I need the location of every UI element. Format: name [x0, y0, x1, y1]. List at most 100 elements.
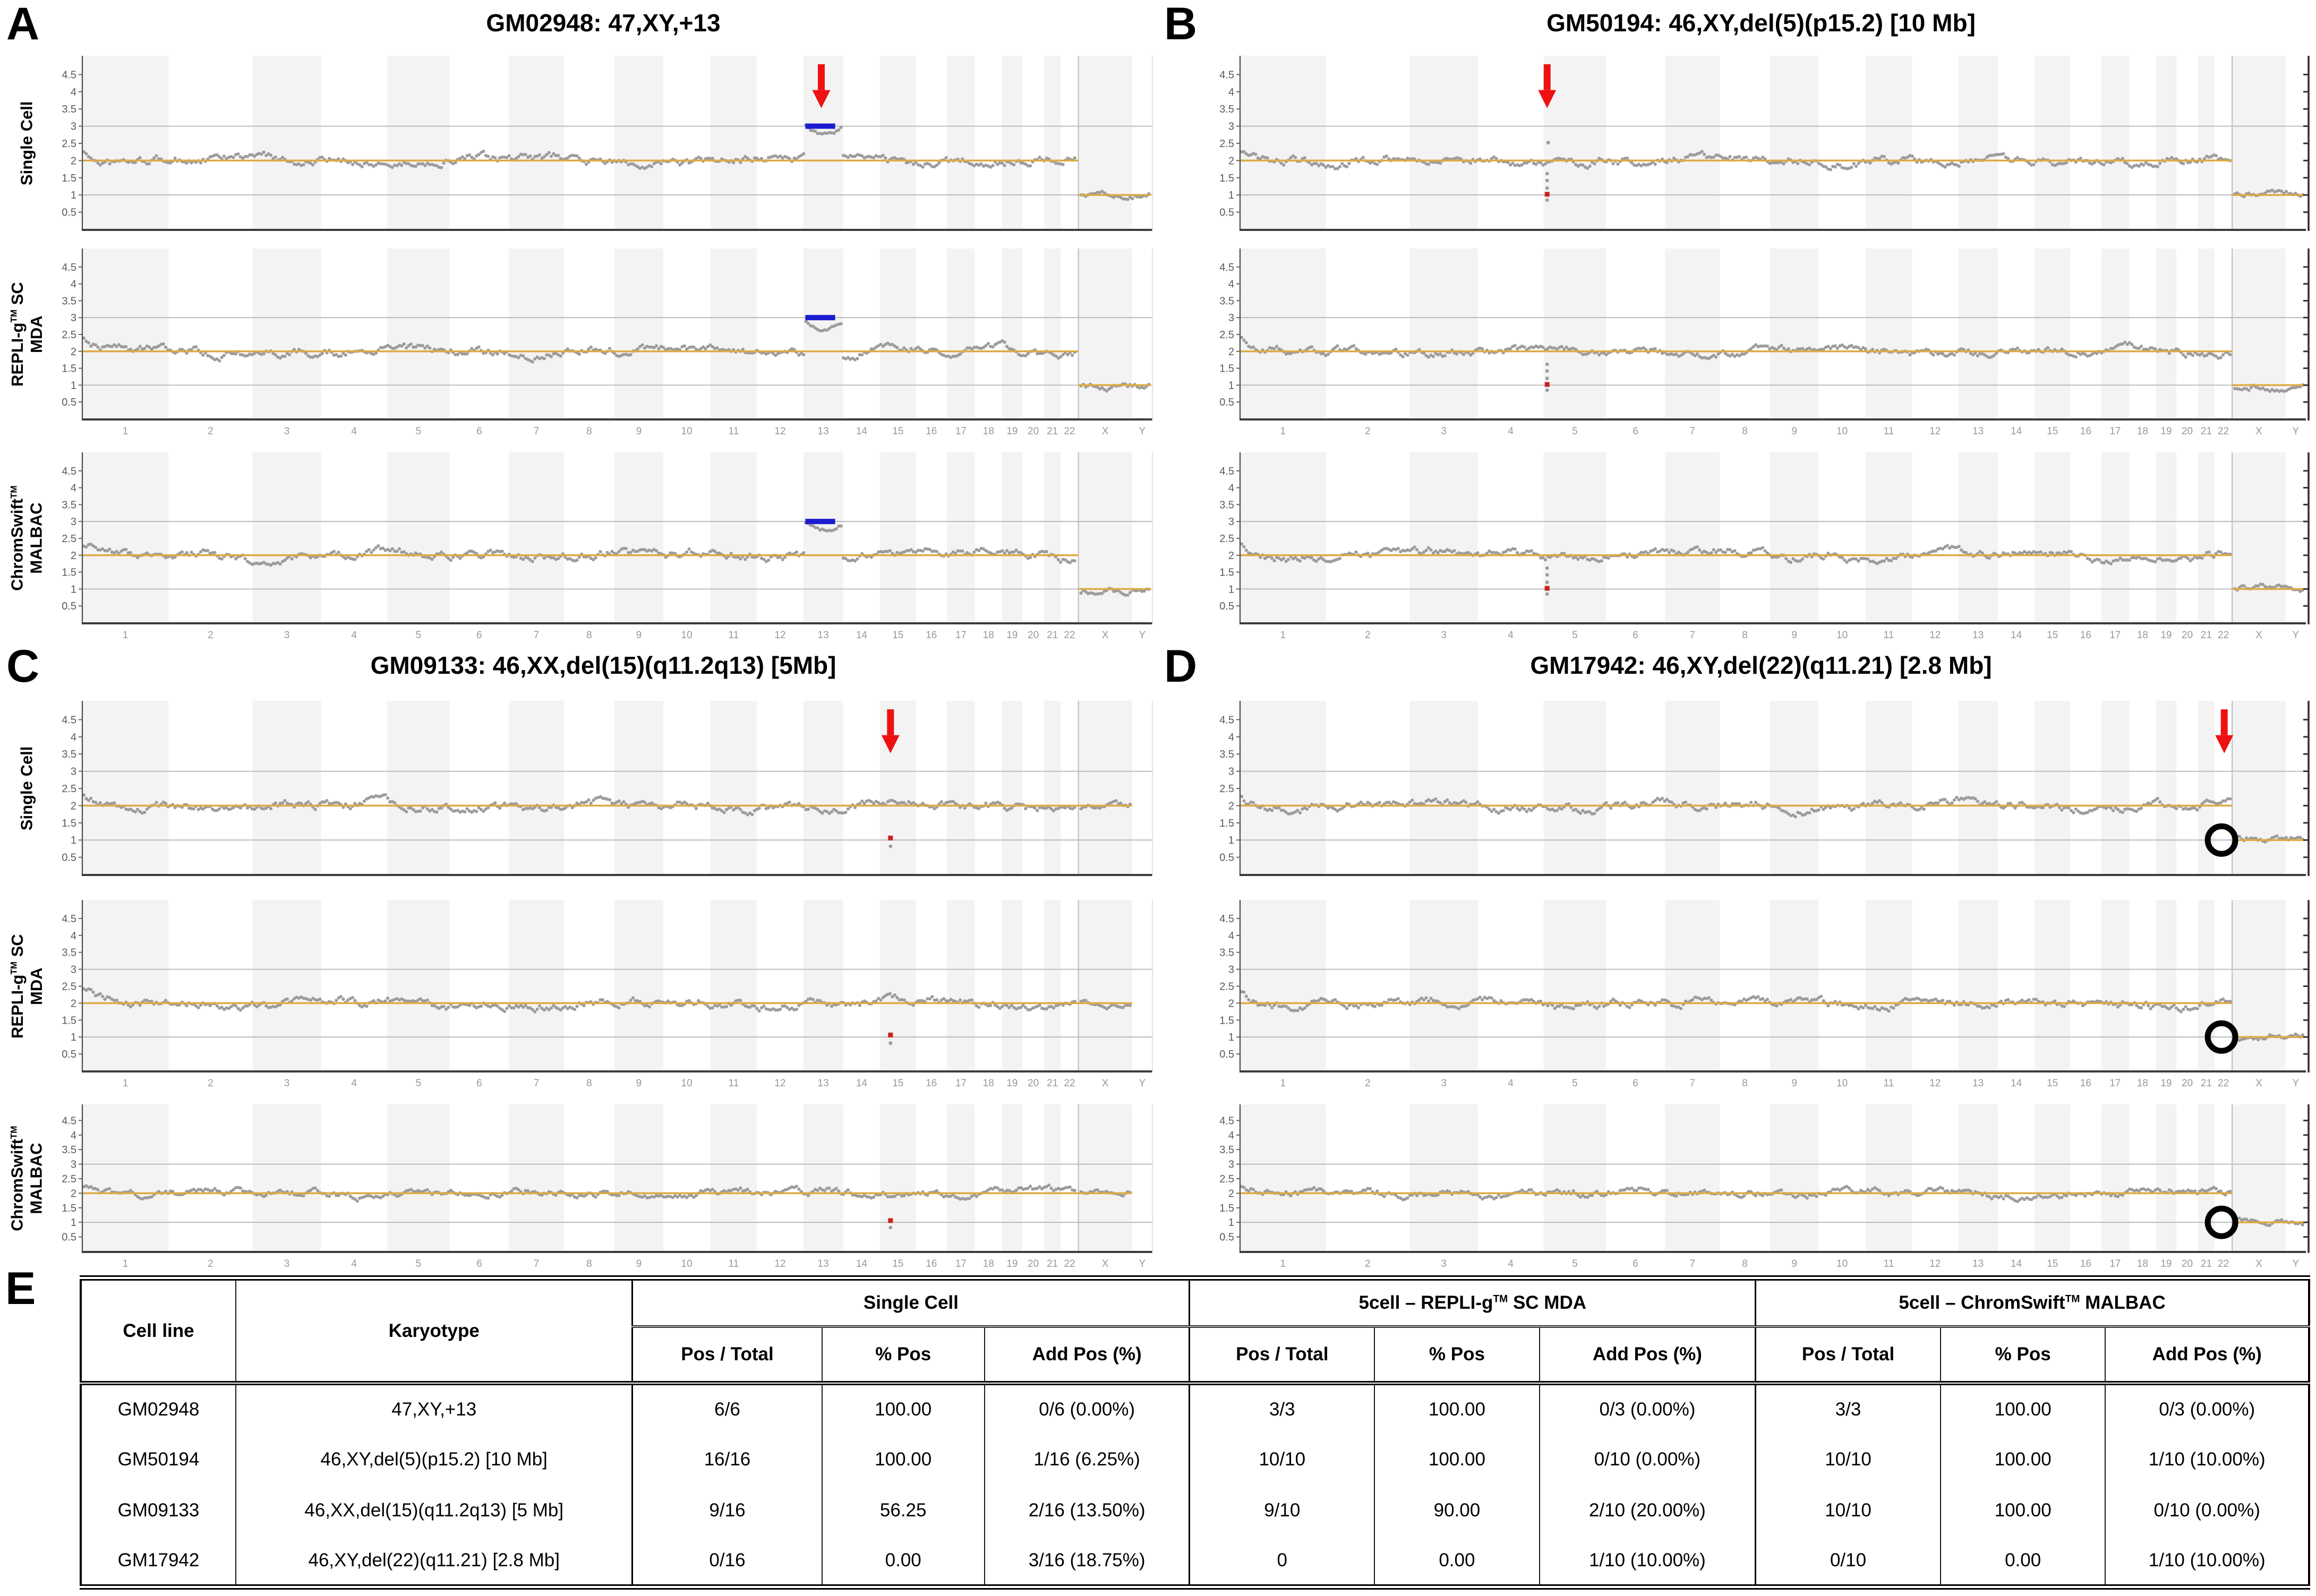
svg-text:19: 19	[1006, 1258, 1018, 1269]
svg-text:3: 3	[284, 1258, 290, 1269]
deletion-dot-marker	[888, 835, 893, 840]
svg-text:2.5: 2.5	[62, 1173, 76, 1185]
svg-text:2: 2	[71, 550, 76, 562]
svg-text:3: 3	[71, 1159, 76, 1171]
subheader-pos-total: Pos / Total	[631, 1326, 822, 1385]
svg-text:22: 22	[2218, 630, 2229, 641]
table-group-header-row: Cell line Karyotype Single Cell 5cell – …	[80, 1278, 2309, 1385]
svg-text:2: 2	[208, 1258, 213, 1269]
track-label-chromswift-malbac: ChromSwiftTM MALBAC	[7, 1126, 45, 1232]
svg-text:20: 20	[1028, 1078, 1039, 1089]
svg-text:2.5: 2.5	[62, 783, 76, 795]
panel-letter-d: D	[1164, 641, 1198, 692]
svg-text:21: 21	[1047, 1078, 1058, 1089]
svg-text:11: 11	[1884, 630, 1894, 641]
svg-text:3: 3	[1228, 516, 1234, 528]
cnv-track-repli-g-sc-mda: 4.543.532.521.510.51 2 3 4 5 6 7 8 9 10 11 12 13 14 15…	[62, 900, 1153, 1089]
table-cell: 0/6 (0.00%)	[984, 1383, 1190, 1434]
table-cell: 0/10 (0.00%)	[2105, 1485, 2309, 1536]
svg-text:16: 16	[926, 1258, 937, 1269]
cnv-track-single-cell: 4.5 4 3.5 3 2.5 2 1.5 1 0.5	[1219, 56, 2310, 231]
panel-title-d: GM17942: 46,XY,del(22)(q11.21) [2.8 Mb]	[1530, 651, 1992, 679]
cnv-track-repli-g-sc-mda: 4.543.532.521.510.51 2 3 4 5 6 7 8 9 10 11 12 13 14 15…	[1219, 900, 2310, 1089]
svg-text:2.5: 2.5	[1219, 533, 1234, 545]
svg-text:2.5: 2.5	[62, 329, 76, 341]
svg-text:7: 7	[534, 1078, 540, 1089]
table-cell: 46,XY,del(22)(q11.21) [2.8 Mb]	[235, 1536, 633, 1587]
cnv-track-chromswift-malbac: 4.543.532.521.510.51 2 3 4 5 6 7 8 9 10 11 12 13 14 15…	[1219, 1104, 2310, 1269]
table-cell: 46,XY,del(5)(p15.2) [10 Mb]	[235, 1434, 633, 1485]
svg-text:14: 14	[856, 1258, 868, 1269]
svg-text:13: 13	[1972, 426, 1984, 437]
gain-segment	[805, 519, 835, 525]
svg-text:1.5: 1.5	[62, 363, 76, 375]
group-header-single-cell: Single Cell	[631, 1278, 1190, 1328]
missed-deletion-circle	[2204, 1020, 2238, 1054]
svg-text:6: 6	[476, 426, 482, 437]
svg-text:15: 15	[892, 426, 903, 437]
svg-text:2: 2	[208, 630, 213, 641]
group-header-chromswift: 5cell – ChromSwiftTM MALBAC	[1755, 1278, 2309, 1328]
svg-text:10: 10	[681, 1078, 693, 1089]
svg-text:3.5: 3.5	[62, 499, 76, 511]
svg-text:19: 19	[2160, 426, 2172, 437]
table-cell: 3/3	[1189, 1383, 1375, 1434]
deletion-dot-marker	[1544, 586, 1550, 591]
svg-text:5: 5	[416, 1258, 422, 1269]
svg-text:2: 2	[1228, 346, 1234, 358]
svg-text:4: 4	[351, 426, 357, 437]
svg-text:9: 9	[1791, 630, 1797, 641]
table-cell: GM09133	[80, 1485, 236, 1536]
svg-text:1.5: 1.5	[62, 818, 76, 829]
svg-text:1: 1	[1280, 426, 1286, 437]
svg-text:2.5: 2.5	[1219, 329, 1234, 341]
svg-text:2.5: 2.5	[62, 138, 76, 150]
svg-text:2: 2	[1228, 155, 1234, 167]
svg-text:3: 3	[1441, 426, 1447, 437]
svg-text:6: 6	[476, 1078, 482, 1089]
track-label-single-cell: Single Cell	[17, 101, 36, 186]
svg-text:6: 6	[1633, 426, 1638, 437]
table-cell: GM50194	[80, 1434, 236, 1485]
svg-text:3.5: 3.5	[62, 295, 76, 307]
svg-text:2.5: 2.5	[62, 533, 76, 545]
table-cell: 10/10	[1755, 1434, 1941, 1485]
table-cell: GM17942	[80, 1536, 236, 1587]
group-header-repli-g: 5cell – REPLI-gTM SC MDA	[1189, 1278, 1756, 1328]
subheader-add-pos: Add Pos (%)	[984, 1326, 1190, 1385]
svg-text:11: 11	[729, 630, 739, 641]
svg-text:19: 19	[1006, 630, 1018, 641]
table-cell: 10/10	[1189, 1434, 1375, 1485]
svg-text:11: 11	[729, 1078, 739, 1089]
svg-text:1: 1	[123, 630, 129, 641]
svg-text:1: 1	[71, 380, 76, 391]
svg-text:6: 6	[1633, 630, 1638, 641]
panel-letter-e: E	[5, 1263, 36, 1314]
deletion-dot-marker	[1544, 382, 1550, 387]
svg-text:4: 4	[71, 279, 76, 290]
svg-text:2: 2	[71, 998, 76, 1009]
svg-text:4: 4	[1508, 630, 1514, 641]
svg-text:12: 12	[1929, 630, 1941, 641]
svg-text:21: 21	[1047, 630, 1058, 641]
missed-deletion-circle	[2204, 823, 2238, 857]
svg-text:16: 16	[926, 630, 937, 641]
svg-text:18: 18	[2137, 630, 2148, 641]
svg-text:12: 12	[774, 1258, 785, 1269]
svg-text:Y: Y	[1139, 1078, 1146, 1089]
svg-text:4.5: 4.5	[62, 262, 76, 273]
svg-text:17: 17	[2109, 630, 2121, 641]
svg-text:0.5: 0.5	[62, 207, 76, 219]
svg-text:20: 20	[2182, 630, 2193, 641]
svg-text:4: 4	[351, 1258, 357, 1269]
table-cell: 100.00	[821, 1383, 985, 1434]
svg-text:7: 7	[534, 630, 540, 641]
svg-text:X: X	[1102, 1078, 1109, 1089]
svg-text:2: 2	[71, 800, 76, 812]
svg-text:4: 4	[71, 1130, 76, 1142]
svg-text:12: 12	[774, 426, 785, 437]
svg-text:14: 14	[2011, 426, 2022, 437]
svg-text:2.5: 2.5	[1219, 138, 1234, 150]
table-cell: 47,XY,+13	[235, 1383, 633, 1434]
svg-text:21: 21	[2201, 426, 2212, 437]
